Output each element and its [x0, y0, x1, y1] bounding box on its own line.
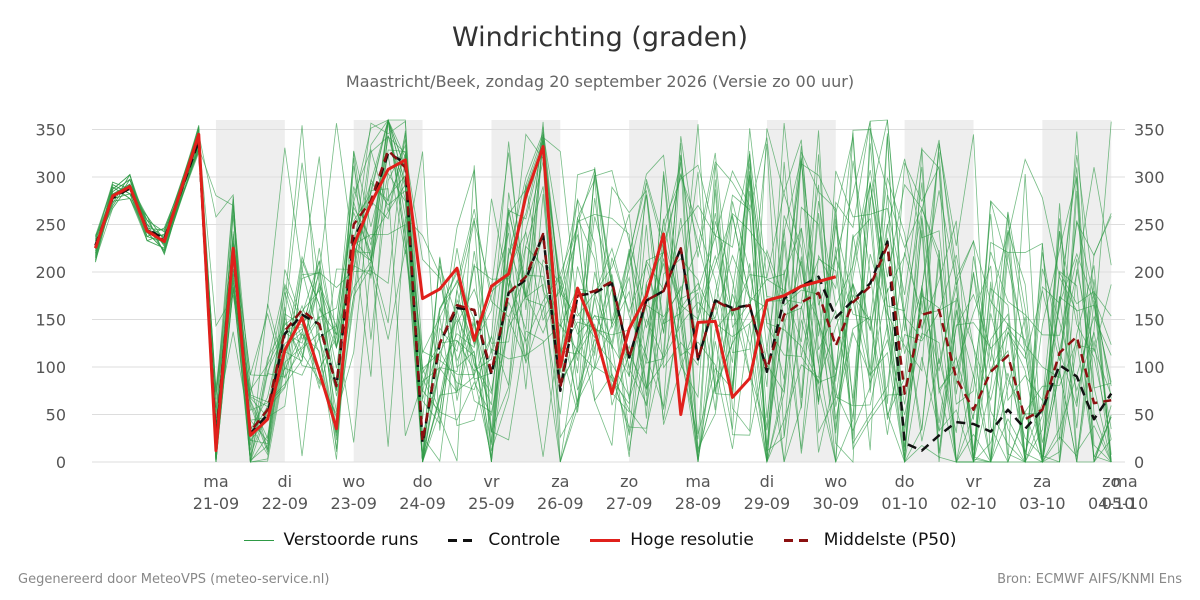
chart-subtitle: Maastricht/Beek, zondag 20 september 202…	[345, 72, 855, 91]
ensemble-member-line	[95, 120, 1112, 463]
x-tick-date: 30-09	[813, 494, 860, 513]
x-tick-date: 01-10	[881, 494, 928, 513]
y-tick-label-left: 300	[35, 168, 66, 187]
x-tick-day: di	[278, 472, 293, 491]
y-tick-label-left: 100	[35, 358, 66, 377]
ensemble-member-line	[95, 122, 1112, 443]
ensemble-member-line	[95, 118, 1112, 463]
x-tick-date: 25-09	[468, 494, 515, 513]
x-tick-date: 05-10	[1102, 494, 1149, 513]
x-tick-date: 27-09	[606, 494, 653, 513]
x-tick-day: zo	[620, 472, 638, 491]
legend: Verstoorde runs Controle Hoge resolutie …	[0, 530, 1200, 550]
series-line-control	[94, 139, 1113, 452]
y-tick-label-left: 150	[35, 311, 66, 330]
x-tick-date: 24-09	[399, 494, 446, 513]
x-tick-day: ma	[203, 472, 228, 491]
y-tick-label-right: 350	[1134, 121, 1165, 140]
x-tick-date: 21-09	[193, 494, 240, 513]
ensemble-member-line	[95, 133, 1112, 463]
series-line-median	[94, 135, 1112, 443]
y-tick-label-left: 200	[35, 263, 66, 282]
legend-item-median: Middelste (P50)	[783, 530, 957, 550]
ensemble-member-line	[95, 137, 1112, 463]
legend-label: Verstoorde runs	[283, 530, 419, 550]
ensemble-member-line	[95, 130, 1112, 464]
legend-item-highres: Hoge resolutie	[590, 530, 754, 550]
x-tick-date: 02-10	[950, 494, 997, 513]
x-tick-day: wo	[342, 472, 365, 491]
x-tick-date: 03-10	[1019, 494, 1066, 513]
y-tick-label-right: 200	[1134, 263, 1165, 282]
x-tick-day: za	[551, 472, 569, 491]
y-tick-label-left: 50	[46, 406, 66, 425]
y-tick-label-right: 50	[1134, 406, 1154, 425]
x-tick-date: 22-09	[262, 494, 309, 513]
x-tick-day: ma	[1112, 472, 1137, 491]
series-line-highres	[94, 132, 837, 453]
x-tick-date: 28-09	[675, 494, 722, 513]
x-tick-date: 23-09	[330, 494, 377, 513]
x-tick-day: ma	[685, 472, 710, 491]
ensemble-member-line	[95, 121, 1112, 464]
legend-label: Middelste (P50)	[823, 530, 957, 550]
x-tick-day: zo	[1102, 472, 1120, 491]
legend-swatch-control	[448, 538, 479, 542]
x-tick-day: di	[760, 472, 775, 491]
y-tick-label-right: 150	[1134, 311, 1165, 330]
legend-item-ensemble: Verstoorde runs	[243, 530, 419, 550]
legend-swatch-ensemble	[243, 539, 274, 541]
y-tick-label-left: 350	[35, 121, 66, 140]
x-tick-day: do	[895, 472, 915, 491]
x-tick-day: vr	[965, 472, 981, 491]
legend-label: Hoge resolutie	[630, 530, 754, 550]
x-tick-day: wo	[824, 472, 847, 491]
x-tick-date: 04-10	[1088, 494, 1135, 513]
x-tick-day: za	[1033, 472, 1051, 491]
x-tick-date: 29-09	[744, 494, 791, 513]
legend-item-control: Controle	[448, 530, 560, 550]
y-tick-label-left: 0	[56, 453, 66, 472]
ensemble-member-line	[95, 119, 1112, 463]
legend-swatch-highres	[590, 538, 621, 542]
y-tick-label-right: 100	[1134, 358, 1165, 377]
chart-title: Windrichting (graden)	[451, 22, 749, 53]
y-tick-label-right: 300	[1134, 168, 1165, 187]
ensemble-member-line	[95, 128, 1112, 463]
y-tick-label-right: 0	[1134, 453, 1144, 472]
x-tick-day: do	[413, 472, 433, 491]
legend-label: Controle	[488, 530, 561, 550]
legend-swatch-median	[783, 538, 814, 542]
x-tick-date: 26-09	[537, 494, 584, 513]
y-tick-label-left: 250	[35, 216, 66, 235]
footer-credit: Gegenereerd door MeteoVPS (meteo-service…	[18, 572, 330, 587]
x-tick-day: vr	[483, 472, 499, 491]
footer-source: Bron: ECMWF AIFS/KNMI Ens	[997, 572, 1182, 587]
y-tick-label-right: 250	[1134, 216, 1165, 235]
